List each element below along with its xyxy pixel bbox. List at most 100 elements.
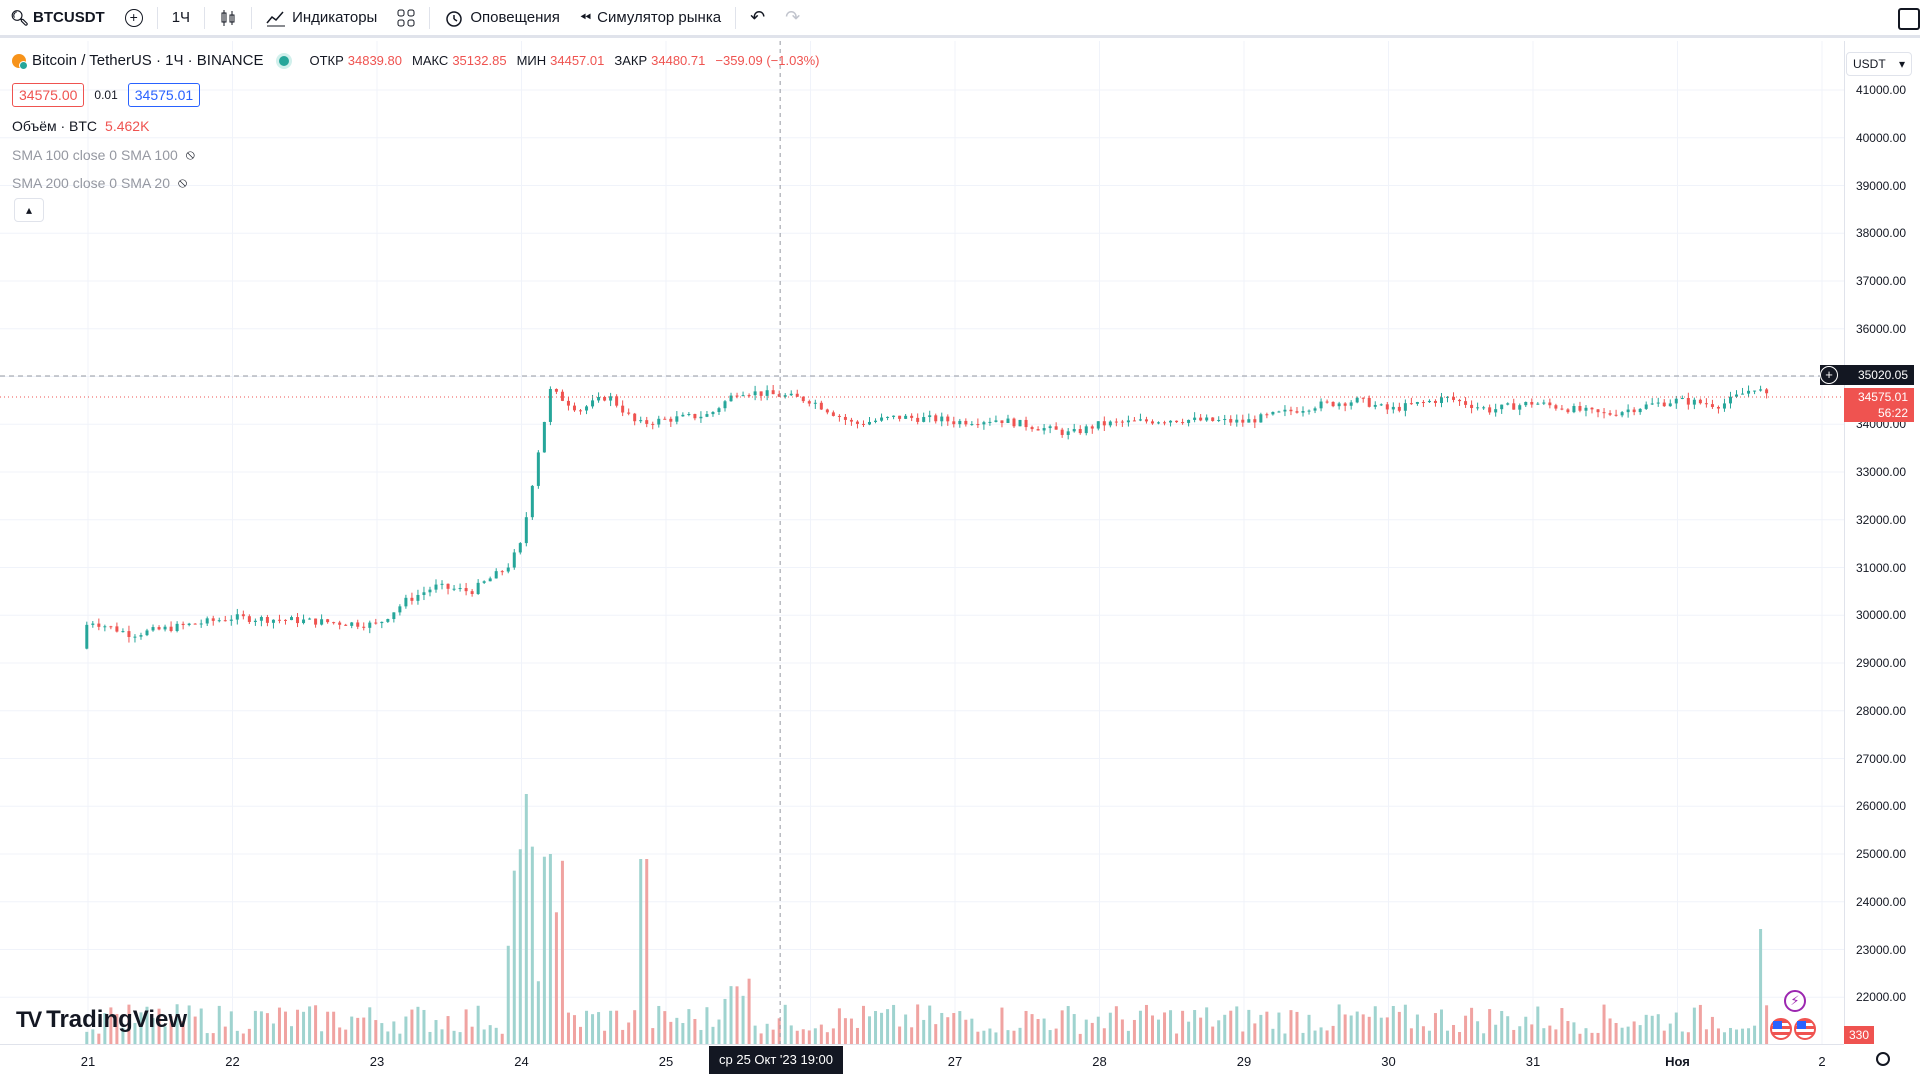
volume-bar: [97, 1033, 101, 1044]
candle-body: [1500, 404, 1504, 410]
volume-bar: [597, 1012, 601, 1044]
volume-bar: [603, 1030, 607, 1044]
compare-button[interactable]: +: [115, 0, 153, 35]
us-flag-icon[interactable]: [1794, 1018, 1816, 1040]
volume-bar: [1187, 1021, 1191, 1044]
candle-body: [1138, 419, 1142, 421]
candle-body: [350, 622, 354, 626]
volume-bar: [362, 1017, 366, 1044]
replay-button[interactable]: ⏪︎ Симулятор рынка: [570, 0, 731, 35]
undo-button[interactable]: ↶: [740, 0, 775, 35]
symbol-search[interactable]: 🔍︎ BTCUSDT: [0, 0, 115, 35]
candle-body: [1006, 418, 1010, 423]
bar-countdown: 56:22: [1877, 406, 1908, 420]
collapse-legend-button[interactable]: ▴: [14, 198, 44, 222]
volume-bar: [1295, 1011, 1299, 1044]
volume-bar: [1638, 1025, 1642, 1044]
volume-bar: [187, 1005, 191, 1044]
volume-bar: [121, 1027, 125, 1044]
candle-body: [524, 517, 528, 544]
candle-body: [1247, 419, 1251, 423]
symbol-legend: Bitcoin / TetherUS · 1Ч · BINANCE ОТКР 34…: [12, 52, 825, 70]
volume-bar: [1355, 1011, 1359, 1044]
price-axis[interactable]: [1844, 41, 1920, 1041]
volume-bar: [1048, 1030, 1052, 1044]
us-flag-icon[interactable]: [1770, 1018, 1792, 1040]
sma100-legend[interactable]: SMA 100 close 0 SMA 100 ⦸: [12, 146, 195, 163]
currency-select[interactable]: USDT ▾: [1846, 52, 1912, 76]
add-alert-icon[interactable]: +: [1820, 366, 1838, 384]
candle-body: [1018, 419, 1022, 427]
volume-bar: [1536, 1006, 1540, 1044]
volume-bar: [1578, 1033, 1582, 1044]
candle-body: [1704, 403, 1708, 405]
volume-bar: [1602, 1004, 1606, 1044]
flash-event-icon[interactable]: ⚡︎: [1784, 990, 1806, 1012]
buy-button[interactable]: 34575.01: [127, 83, 201, 107]
candle-body: [1542, 402, 1546, 404]
candle-body: [1385, 404, 1389, 410]
candle-body: [1650, 403, 1654, 405]
volume-bar: [1596, 1032, 1600, 1044]
candle-body: [1415, 402, 1419, 404]
volume-bar: [1325, 1030, 1329, 1044]
volume-legend[interactable]: Объём · BTC 5.462K: [12, 118, 149, 134]
volume-bar: [1548, 1025, 1552, 1044]
volume-bar: [410, 1009, 414, 1044]
indicators-button[interactable]: Индикаторы: [256, 0, 387, 35]
volume-bar: [1500, 1010, 1504, 1044]
chart-type-button[interactable]: [209, 0, 247, 35]
candle-body: [1289, 409, 1293, 412]
volume-bar: [1132, 1019, 1136, 1044]
legend-title[interactable]: Bitcoin / TetherUS · 1Ч · BINANCE: [32, 52, 264, 69]
volume-bar: [615, 1010, 619, 1044]
tradingview-logo[interactable]: TV TradingView: [16, 1006, 187, 1034]
volume-bar: [777, 1018, 781, 1044]
candle-body: [1686, 398, 1690, 405]
volume-bar: [1120, 1019, 1124, 1044]
candle-body: [1048, 426, 1052, 429]
candle-body: [1656, 402, 1660, 404]
candle-body: [1608, 413, 1612, 415]
volume-bar: [609, 1010, 613, 1044]
candle-body: [904, 415, 908, 419]
volume-bar: [85, 1031, 89, 1044]
gear-icon[interactable]: [1876, 1052, 1890, 1066]
volume-bar: [1193, 1010, 1197, 1044]
eye-hidden-icon[interactable]: ⦸: [177, 174, 188, 190]
bitcoin-icon: [12, 53, 28, 70]
candle-body: [922, 417, 926, 422]
candle-body: [512, 552, 516, 568]
fullscreen-button[interactable]: [1898, 8, 1920, 30]
candle-body: [283, 619, 287, 621]
volume-bar: [1759, 929, 1763, 1044]
chevron-down-icon: ▾: [1898, 57, 1905, 71]
alerts-button[interactable]: Оповещения: [434, 0, 570, 35]
volume-bar: [1566, 1021, 1570, 1044]
last-price-value: 34575.01: [1857, 390, 1908, 404]
volume-bar: [1512, 1029, 1516, 1044]
layouts-button[interactable]: [387, 0, 425, 35]
interval-button[interactable]: 1Ч: [162, 0, 200, 35]
candle-body: [639, 420, 643, 422]
volume-bar: [458, 1032, 462, 1044]
volume-bar: [1283, 1033, 1287, 1044]
eye-hidden-icon[interactable]: ⦸: [185, 146, 195, 162]
sma200-legend[interactable]: SMA 200 close 0 SMA 20 ⦸: [12, 174, 187, 191]
volume-bar: [103, 1013, 107, 1044]
volume-bar: [1644, 1014, 1648, 1044]
candle-body: [837, 415, 841, 417]
volume-bar: [1096, 1016, 1100, 1044]
candle-body: [681, 414, 685, 417]
sell-button[interactable]: 34575.00: [12, 83, 85, 107]
redo-button[interactable]: ↷: [775, 0, 810, 35]
volume-bar: [259, 1011, 263, 1044]
candle-body: [1662, 402, 1666, 407]
candle-body: [1379, 404, 1383, 406]
candle-body: [1066, 431, 1070, 435]
volume-bar: [1704, 1029, 1708, 1044]
volume-bar: [645, 859, 649, 1044]
volume-bar: [1554, 1029, 1558, 1044]
candle-body: [1325, 401, 1329, 403]
